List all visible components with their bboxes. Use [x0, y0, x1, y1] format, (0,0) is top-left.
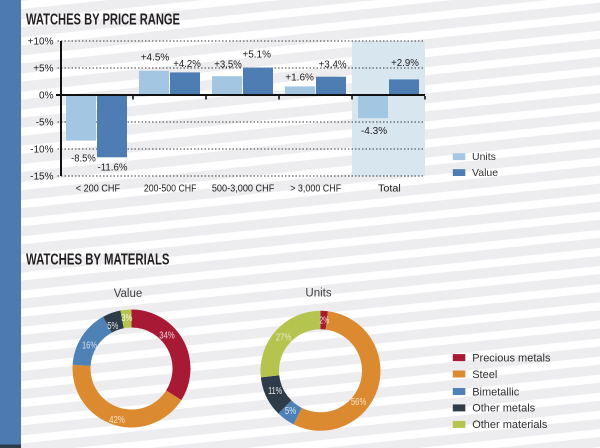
- svg-text:3%: 3%: [121, 313, 132, 324]
- svg-text:WATCHES BY PRICE RANGE: WATCHES BY PRICE RANGE: [26, 11, 180, 28]
- svg-text:+2.9%: +2.9%: [391, 58, 419, 69]
- svg-text:+3.4%: +3.4%: [319, 60, 347, 71]
- svg-text:Steel: Steel: [472, 369, 497, 381]
- svg-text:-15%: -15%: [30, 172, 53, 183]
- svg-text:-5%: -5%: [36, 118, 54, 129]
- svg-text:+4.2%: +4.2%: [173, 59, 201, 70]
- svg-text:+4.5%: +4.5%: [141, 53, 170, 64]
- svg-text:Value: Value: [472, 167, 498, 179]
- svg-text:34%: 34%: [159, 331, 174, 342]
- svg-text:WATCHES BY MATERIALS: WATCHES BY MATERIALS: [26, 251, 170, 268]
- svg-text:Other metals: Other metals: [472, 403, 535, 415]
- svg-text:Value: Value: [114, 288, 143, 300]
- svg-text:Units: Units: [305, 287, 331, 299]
- svg-text:-4.3%: -4.3%: [361, 126, 387, 137]
- svg-text:Units: Units: [472, 151, 496, 163]
- svg-text:5%: 5%: [285, 406, 296, 417]
- svg-text:+3.5%: +3.5%: [214, 60, 242, 71]
- svg-text:200-500 CHF: 200-500 CHF: [144, 184, 197, 195]
- svg-text:27%: 27%: [276, 333, 292, 344]
- svg-text:Other materials: Other materials: [472, 419, 548, 431]
- svg-text:16%: 16%: [82, 341, 97, 352]
- svg-text:-11.6%: -11.6%: [98, 162, 128, 173]
- svg-text:< 200 CHF: < 200 CHF: [76, 184, 120, 195]
- svg-text:-8.5%: -8.5%: [71, 154, 96, 165]
- svg-text:Precious metals: Precious metals: [472, 352, 551, 364]
- svg-text:0%: 0%: [39, 91, 54, 102]
- svg-text:5%: 5%: [107, 321, 118, 332]
- svg-text:+5%: +5%: [33, 64, 53, 75]
- svg-text:+10%: +10%: [28, 37, 54, 48]
- svg-text:> 3,000 CHF: > 3,000 CHF: [290, 184, 341, 195]
- svg-text:-10%: -10%: [30, 145, 53, 156]
- svg-text:11%: 11%: [268, 386, 282, 397]
- svg-text:2%: 2%: [319, 315, 329, 326]
- svg-text:42%: 42%: [109, 415, 125, 426]
- svg-text:+5.1%: +5.1%: [242, 49, 271, 60]
- svg-text:Bimetallic: Bimetallic: [472, 386, 520, 398]
- svg-text:56%: 56%: [351, 397, 366, 408]
- svg-text:500-3,000 CHF: 500-3,000 CHF: [212, 184, 275, 195]
- svg-text:Total: Total: [378, 184, 401, 195]
- svg-text:+1.6%: +1.6%: [285, 72, 314, 83]
